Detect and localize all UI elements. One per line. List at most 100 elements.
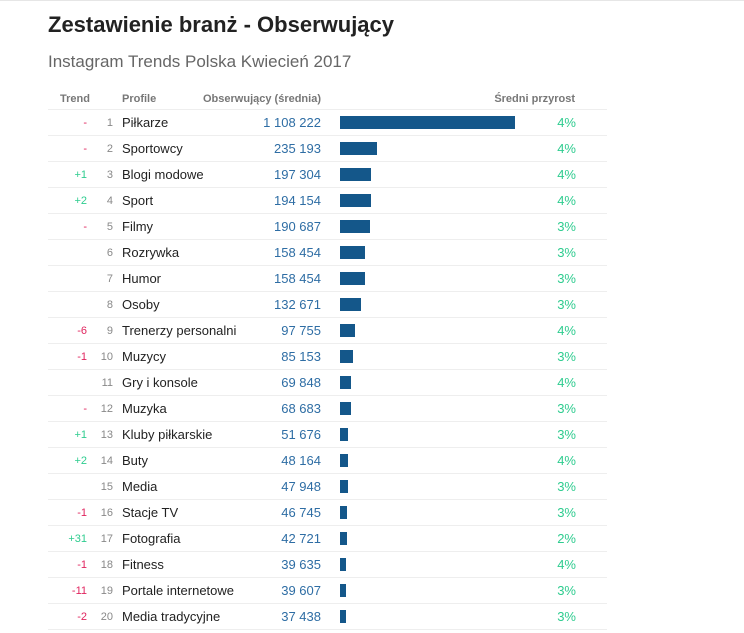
rank-number: 10 — [100, 351, 113, 363]
trend-value: +1 — [74, 169, 87, 181]
table-row: -11 19 Portale internetowe 39 607 3% — [48, 577, 607, 604]
rank-number: 4 — [106, 195, 113, 207]
profile-name: Osoby — [122, 297, 160, 312]
followers-value: 158 454 — [274, 245, 321, 260]
table-row: - 2 Sportowcy 235 193 4% — [48, 135, 607, 162]
table-row: -6 9 Trenerzy personalni 97 755 4% — [48, 317, 607, 344]
table-row: -1 18 Fitness 39 635 4% — [48, 551, 607, 578]
rank-number: 8 — [106, 299, 113, 311]
table-row: -2 20 Media tradycyjne 37 438 3% — [48, 603, 607, 630]
profile-name: Sportowcy — [122, 141, 183, 156]
growth-value: 3% — [557, 609, 576, 624]
header-growth: Średni przyrost — [494, 93, 575, 105]
followers-bar — [340, 480, 348, 493]
profile-name: Muzycy — [122, 349, 167, 364]
table-row: - 12 Muzyka 68 683 3% — [48, 395, 607, 422]
growth-value: 4% — [557, 557, 576, 572]
followers-bar — [340, 168, 372, 181]
followers-value: 69 848 — [281, 375, 321, 390]
followers-bar — [340, 220, 371, 233]
followers-value: 68 683 — [281, 401, 321, 416]
profile-name: Media — [122, 479, 158, 494]
followers-value: 190 687 — [274, 219, 321, 234]
profile-name: Kluby piłkarskie — [122, 427, 213, 442]
rank-number: 7 — [106, 273, 113, 285]
table-row: +31 17 Fotografia 42 721 2% — [48, 525, 607, 552]
profile-name: Rozrywka — [122, 245, 180, 260]
followers-value: 158 454 — [274, 271, 321, 286]
growth-value: 4% — [557, 375, 576, 390]
header-trend: Trend — [60, 93, 90, 105]
growth-value: 4% — [557, 193, 576, 208]
rank-number: 18 — [100, 559, 113, 571]
table-row: 15 Media 47 948 3% — [48, 473, 607, 500]
trend-value: - — [83, 117, 87, 129]
rank-number: 11 — [101, 377, 113, 389]
followers-value: 235 193 — [274, 141, 321, 156]
table-row: -1 10 Muzycy 85 153 3% — [48, 343, 607, 370]
followers-value: 39 607 — [281, 583, 321, 598]
top-border — [0, 0, 744, 1]
followers-value: 132 671 — [274, 297, 321, 312]
profile-name: Filmy — [122, 219, 154, 234]
trend-value: +2 — [74, 455, 87, 467]
rank-number: 16 — [100, 507, 113, 519]
followers-value: 97 755 — [281, 323, 321, 338]
followers-bar — [340, 428, 349, 441]
trend-value: - — [83, 143, 87, 155]
growth-value: 4% — [557, 167, 576, 182]
growth-value: 4% — [557, 323, 576, 338]
followers-bar — [340, 194, 371, 207]
rank-number: 2 — [106, 143, 113, 155]
profile-name: Piłkarze — [122, 115, 169, 130]
profile-name: Fotografia — [122, 531, 181, 546]
rank-number: 20 — [100, 611, 113, 623]
rank-number: 15 — [100, 481, 113, 493]
trend-value: -2 — [77, 611, 87, 623]
trend-value: +1 — [74, 429, 87, 441]
table-row: +2 4 Sport 194 154 4% — [48, 187, 607, 214]
trend-value: -1 — [77, 559, 87, 571]
rank-number: 3 — [106, 169, 113, 181]
followers-value: 37 438 — [281, 609, 321, 624]
table-row: +2 14 Buty 48 164 4% — [48, 447, 607, 474]
growth-value: 3% — [557, 479, 576, 494]
profile-name: Muzyka — [122, 401, 167, 416]
rank-number: 12 — [100, 403, 113, 415]
growth-value: 3% — [557, 297, 576, 312]
table-row: -1 16 Stacje TV 46 745 3% — [48, 499, 607, 526]
rank-number: 1 — [106, 117, 113, 129]
growth-value: 4% — [557, 141, 576, 156]
followers-bar — [340, 350, 354, 363]
profile-name: Humor — [122, 271, 162, 286]
followers-value: 85 153 — [281, 349, 321, 364]
followers-value: 48 164 — [281, 453, 321, 468]
profile-name: Sport — [122, 193, 154, 208]
followers-value: 47 948 — [281, 479, 321, 494]
growth-value: 4% — [557, 453, 576, 468]
followers-bar — [340, 142, 378, 155]
rank-number: 13 — [100, 429, 113, 441]
growth-value: 3% — [557, 219, 576, 234]
table-row: +1 13 Kluby piłkarskie 51 676 3% — [48, 421, 607, 448]
followers-value: 46 745 — [281, 505, 321, 520]
followers-bar — [340, 298, 361, 311]
followers-value: 39 635 — [281, 557, 321, 572]
growth-value: 3% — [557, 401, 576, 416]
table-row: +1 3 Blogi modowe 197 304 4% — [48, 161, 607, 188]
growth-value: 3% — [557, 271, 576, 286]
page-title: Zestawienie branż - Obserwujący — [48, 12, 395, 37]
profile-name: Gry i konsole — [122, 375, 198, 390]
growth-value: 2% — [557, 531, 576, 546]
followers-bar — [340, 246, 366, 259]
followers-value: 1 108 222 — [263, 115, 321, 130]
followers-bar — [340, 532, 347, 545]
profile-name: Trenerzy personalni — [122, 323, 237, 338]
profile-name: Fitness — [122, 557, 164, 572]
table-bottom-border — [48, 629, 607, 630]
followers-bar — [340, 454, 348, 467]
table-row: - 1 Piłkarze 1 108 222 4% — [48, 109, 607, 136]
followers-value: 51 676 — [281, 427, 321, 442]
trend-value: - — [83, 221, 87, 233]
followers-bar — [340, 116, 515, 129]
